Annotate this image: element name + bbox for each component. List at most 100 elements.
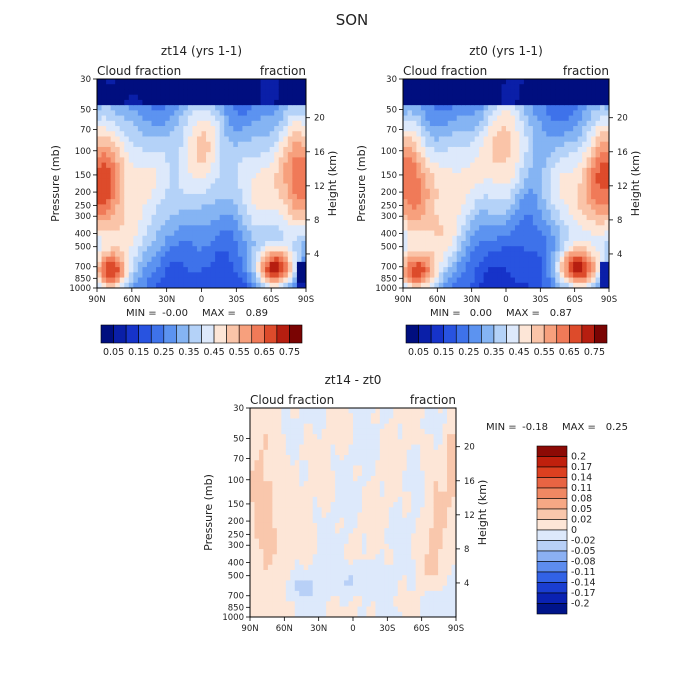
heatmap-cell <box>274 152 280 158</box>
heatmap-cell <box>224 240 230 247</box>
heatmap-cell <box>183 89 189 96</box>
heatmap-cell <box>586 272 592 279</box>
heatmap-cell <box>339 491 345 498</box>
heatmap-cell <box>357 538 363 545</box>
heatmap-cell <box>564 261 570 268</box>
heatmap-cell <box>276 601 282 608</box>
heatmap-cell <box>137 261 143 268</box>
heatmap-cell <box>256 220 262 226</box>
heatmap-cell <box>274 115 280 122</box>
heatmap-cell <box>299 512 305 519</box>
heatmap-cell <box>420 157 426 164</box>
heatmap-cell <box>595 141 601 148</box>
heatmap-cell <box>497 126 503 132</box>
heatmap-cell <box>254 590 260 597</box>
heatmap-cell <box>283 178 289 184</box>
heatmap-cell <box>233 178 239 184</box>
heatmap-cell <box>215 282 221 289</box>
heatmap-cell <box>233 214 239 221</box>
heatmap-cell <box>142 89 148 96</box>
heatmap-cell <box>196 235 202 242</box>
heatmap-cell <box>254 517 260 524</box>
heatmap-cell <box>278 105 284 111</box>
heatmap-cell <box>438 178 444 184</box>
heatmap-cell <box>196 136 202 143</box>
heatmap-cell <box>447 272 453 279</box>
heatmap-cell <box>497 282 503 289</box>
heatmap-cell <box>514 79 520 85</box>
heatmap-cell <box>206 178 212 184</box>
heatmap-cell <box>411 199 417 205</box>
heatmap-cell <box>174 220 180 226</box>
heatmap-cell <box>425 183 431 190</box>
heatmap-cell <box>124 178 130 184</box>
heatmap-cell <box>474 251 480 258</box>
heatmap-cell <box>260 89 266 96</box>
heatmap-cell <box>97 79 103 85</box>
heatmap-cell <box>501 173 507 179</box>
heatmap-cell <box>187 199 193 205</box>
heatmap-cell <box>595 267 601 273</box>
heatmap-cell <box>187 282 193 289</box>
heatmap-cell <box>357 481 363 487</box>
heatmap-cell <box>519 94 525 101</box>
heatmap-cell <box>290 528 296 534</box>
heatmap-cell <box>344 449 350 456</box>
heatmap-cell <box>452 199 458 205</box>
heatmap-cell <box>519 183 525 190</box>
heatmap-cell <box>246 188 252 195</box>
heatmap-cell <box>403 272 408 279</box>
heatmap-cell <box>128 272 134 279</box>
heatmap-cell <box>344 554 350 561</box>
heatmap-cell <box>420 235 426 242</box>
heatmap-cell <box>274 209 280 216</box>
heatmap-cell <box>447 225 453 232</box>
heatmap-cell <box>256 240 262 247</box>
heatmap-cell <box>233 126 239 132</box>
heatmap-cell <box>532 204 538 211</box>
heatmap-cell <box>546 214 552 221</box>
heatmap-cell <box>443 220 449 226</box>
heatmap-cell <box>407 141 413 148</box>
heatmap-cell <box>237 115 243 122</box>
heatmap-cell <box>174 94 180 101</box>
heatmap-cell <box>550 209 556 216</box>
heatmap-cell <box>301 193 307 200</box>
heatmap-cell <box>106 157 112 164</box>
heatmap-cell <box>258 507 264 513</box>
heatmap-cell <box>283 157 289 164</box>
heatmap-cell <box>447 240 453 247</box>
heatmap-cell <box>344 585 350 592</box>
heatmap-cell <box>604 267 610 273</box>
heatmap-cell <box>470 277 476 284</box>
heatmap-cell <box>299 491 305 498</box>
heatmap-cell <box>523 105 529 111</box>
heatmap-cell <box>335 470 341 477</box>
heatmap-cell <box>308 575 314 581</box>
heatmap-cell <box>312 418 318 425</box>
heatmap-cell <box>254 522 260 529</box>
heatmap-cell <box>429 235 435 242</box>
heatmap-cell <box>546 89 552 96</box>
heatmap-cell <box>550 99 556 106</box>
heatmap-cell <box>416 79 422 85</box>
heatmap-cell <box>407 120 413 127</box>
heatmap-cell <box>470 251 476 258</box>
heatmap-cell <box>582 209 588 216</box>
heatmap-cell <box>287 79 293 85</box>
heatmap-cell <box>479 115 485 122</box>
heatmap-cell <box>201 193 207 200</box>
heatmap-cell <box>290 507 296 513</box>
heatmap-cell <box>206 193 212 200</box>
heatmap-cell <box>187 272 193 279</box>
heatmap-cell <box>250 486 255 493</box>
heatmap-cell <box>196 183 202 190</box>
heatmap-cell <box>156 261 162 268</box>
heatmap-cell <box>215 99 221 106</box>
heatmap-cell <box>267 444 273 451</box>
heatmap-cell <box>335 486 341 493</box>
heatmap-cell <box>287 178 293 184</box>
heatmap-cell <box>258 439 264 446</box>
heatmap-cell <box>137 225 143 232</box>
